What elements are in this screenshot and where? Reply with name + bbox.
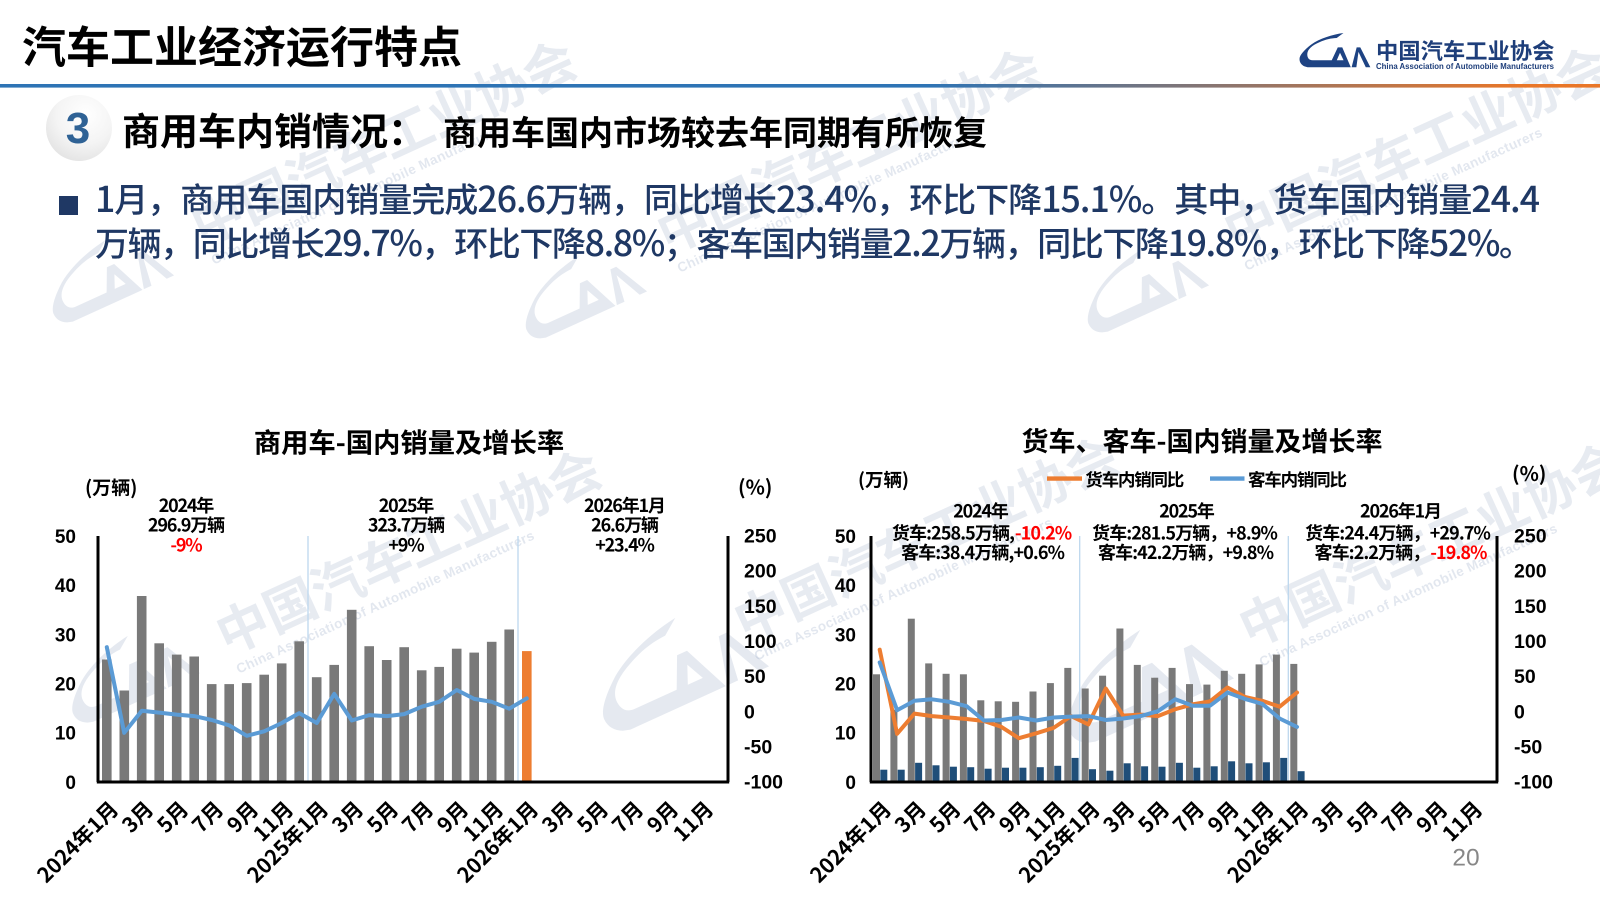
svg-text:100: 100 <box>1514 631 1547 653</box>
svg-text:20: 20 <box>835 675 856 696</box>
svg-text:-100: -100 <box>1514 772 1553 794</box>
svg-text:0: 0 <box>1514 701 1525 723</box>
svg-text:100: 100 <box>744 631 777 653</box>
svg-text:10: 10 <box>55 724 76 745</box>
svg-text:250: 250 <box>1514 526 1547 548</box>
svg-text:China Association of Automobil: China Association of Automobile Manufact… <box>752 515 1055 664</box>
svg-text:150: 150 <box>1514 596 1547 618</box>
svg-text:3: 3 <box>66 104 90 153</box>
svg-text:50: 50 <box>1514 666 1536 688</box>
svg-text:30: 30 <box>835 625 856 646</box>
svg-text:-50: -50 <box>1514 737 1542 759</box>
svg-text:0: 0 <box>65 773 76 794</box>
svg-text:20: 20 <box>1452 845 1479 872</box>
svg-text:200: 200 <box>744 561 777 583</box>
svg-text:10: 10 <box>835 724 856 745</box>
svg-text:50: 50 <box>55 527 76 548</box>
svg-text:20: 20 <box>55 675 76 696</box>
svg-text:-100: -100 <box>744 772 783 794</box>
svg-text:50: 50 <box>835 527 856 548</box>
svg-text:0: 0 <box>744 701 755 723</box>
svg-text:40: 40 <box>55 576 76 597</box>
svg-text:40: 40 <box>835 576 856 597</box>
svg-text:250: 250 <box>744 526 777 548</box>
svg-text:50: 50 <box>744 666 766 688</box>
svg-text:200: 200 <box>1514 561 1547 583</box>
svg-text:-50: -50 <box>744 737 772 759</box>
svg-text:China Association of Automobil: China Association of Automobile Manufact… <box>1376 62 1554 71</box>
svg-text:0: 0 <box>845 773 856 794</box>
svg-text:150: 150 <box>744 596 777 618</box>
svg-text:30: 30 <box>55 625 76 646</box>
